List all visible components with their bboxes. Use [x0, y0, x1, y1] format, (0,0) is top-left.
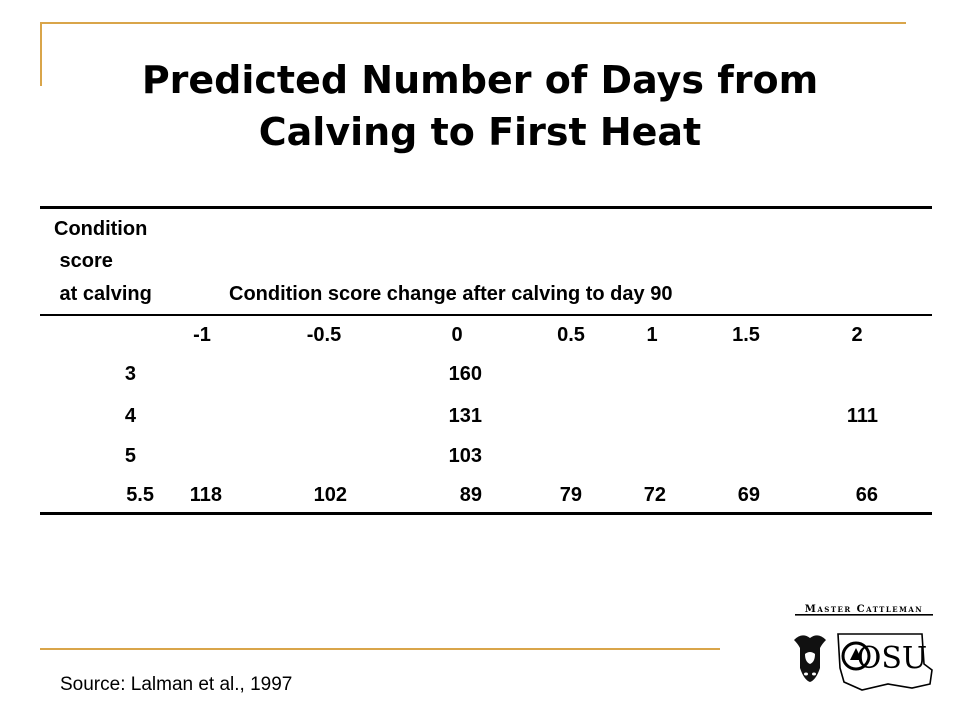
row-score: 4 [124, 405, 136, 427]
top-accent-line [40, 22, 906, 24]
table-cell: 79 [559, 484, 582, 506]
table-top-rule [40, 206, 932, 209]
table-cell: 103 [448, 445, 482, 467]
column-header: 1.5 [732, 324, 760, 346]
table-cell: 131 [448, 405, 482, 427]
bottom-accent-line [40, 648, 720, 650]
column-header: -1 [193, 324, 211, 346]
column-header: 1 [646, 324, 658, 346]
title-line-2: Calving to First Heat [258, 110, 702, 154]
row-header-line-3: at calving [54, 283, 152, 305]
table-bottom-rule [40, 512, 932, 515]
osu-mark: OSU [837, 633, 933, 691]
row-score: 3 [124, 363, 136, 385]
column-group-header: Condition score change after calving to … [229, 283, 673, 305]
source-citation: Source: Lalman et al., 1997 [60, 674, 293, 695]
table-cell: 69 [737, 484, 760, 506]
row-score: 5 [124, 445, 136, 467]
column-header: -0.5 [306, 324, 342, 346]
row-header-line-1: Condition [54, 218, 148, 240]
row-header-line-2: score [54, 250, 113, 272]
left-accent-line [40, 22, 42, 86]
table-cell: 102 [313, 484, 347, 506]
table-cell: 160 [448, 363, 482, 385]
table-cell: 66 [855, 484, 878, 506]
table-cell: 118 [189, 484, 222, 506]
table-header-rule [40, 314, 932, 316]
steer-head-icon [794, 635, 826, 682]
row-score: 5.5 [126, 484, 154, 506]
table-cell: 111 [846, 405, 878, 427]
master-cattleman-osu-logo: Master Cattleman OSU [794, 604, 933, 691]
page-title: Predicted Number of Days from Calving to… [0, 54, 960, 158]
table-cell: 72 [643, 484, 666, 506]
column-header: 0 [451, 324, 463, 346]
column-header: 0.5 [557, 324, 585, 346]
logo-top-text: Master Cattleman [805, 604, 923, 615]
column-header: 2 [851, 324, 863, 346]
table-cell: 89 [459, 484, 482, 506]
logo-mark-text: OSU [857, 641, 927, 676]
title-line-1: Predicted Number of Days from [141, 58, 819, 102]
